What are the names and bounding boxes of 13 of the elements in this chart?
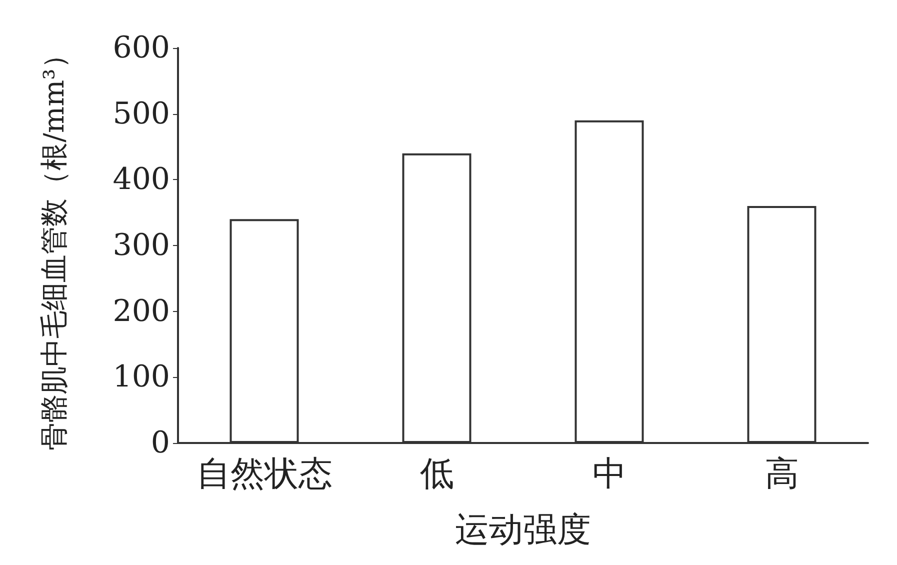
y-tick-label: 100 (112, 360, 170, 395)
y-tick-label: 400 (112, 162, 170, 198)
x-axis-title: 运动强度 (455, 510, 591, 550)
y-tick-label: 0 (150, 426, 170, 460)
x-tick-label: 低 (420, 454, 454, 494)
y-tick-label: 200 (112, 294, 170, 329)
x-tick-label: 中 (592, 454, 626, 494)
y-tick-label: 300 (112, 228, 170, 263)
y-tick-label: 600 (112, 30, 170, 66)
y-tick-label: 500 (112, 96, 170, 132)
x-tick-label: 自然状态 (196, 454, 332, 494)
y-axis-title: 骨骼肌中毛细血管数（根/mm³） (38, 40, 70, 450)
x-tick-label: 高 (764, 454, 799, 494)
